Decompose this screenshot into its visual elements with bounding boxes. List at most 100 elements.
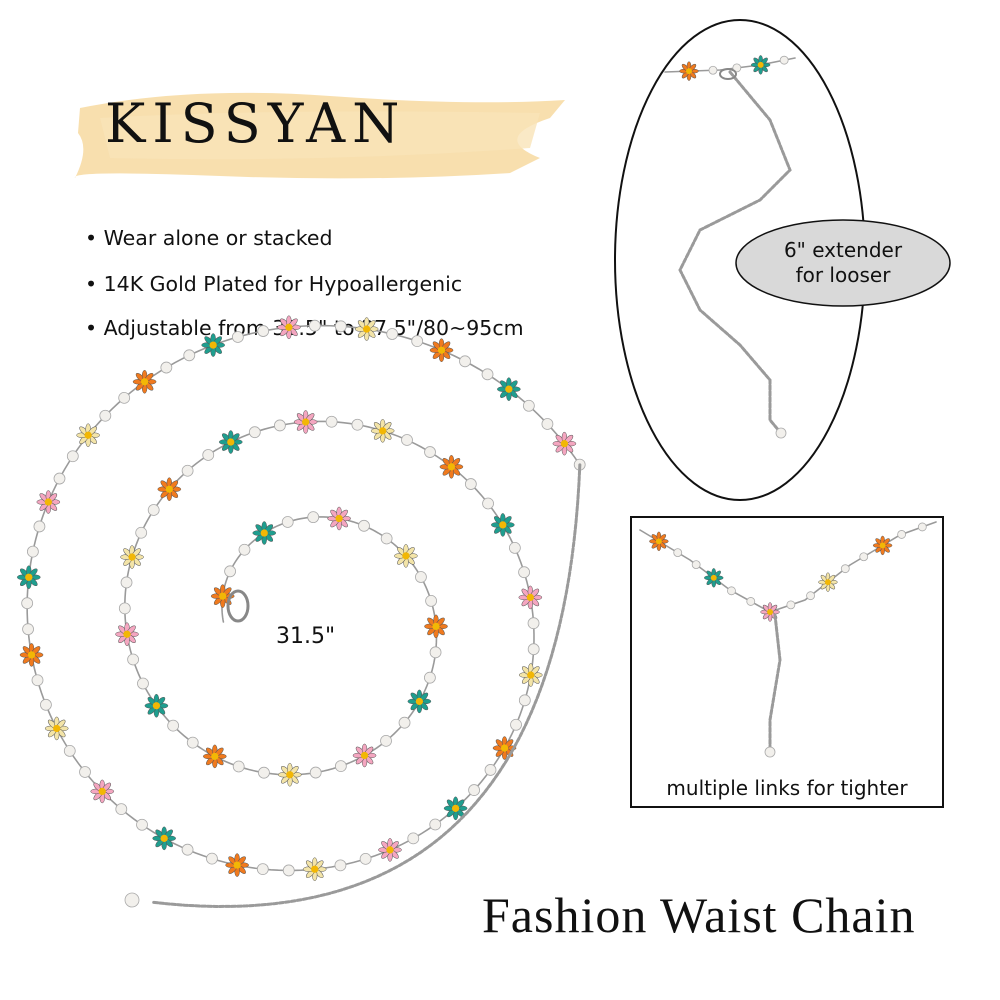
pearl (764, 746, 776, 758)
pearl (673, 548, 683, 558)
pearl (248, 426, 261, 439)
extender-callout-line1: 6" extender (783, 238, 903, 262)
pearl (897, 530, 907, 539)
flower-center (165, 485, 173, 493)
pearl (238, 543, 251, 556)
pearl (257, 325, 270, 337)
pearl (398, 716, 411, 729)
pearl (120, 576, 133, 589)
pearl (917, 522, 927, 532)
flower-center (260, 529, 268, 537)
pearl (53, 472, 66, 485)
pearl (66, 450, 79, 463)
flower-center (363, 325, 371, 333)
pearl (775, 427, 787, 439)
pearl (160, 361, 173, 374)
pearl (282, 864, 295, 877)
pearl (359, 852, 372, 865)
pearl (429, 646, 442, 659)
pearl (135, 526, 148, 539)
flower-center (710, 574, 717, 581)
flower-center (500, 744, 509, 752)
flower-center (311, 865, 319, 873)
pearl (380, 734, 392, 747)
pearl (358, 519, 370, 532)
extender-chain (678, 70, 792, 434)
extender-chain (768, 613, 782, 752)
pearl (26, 545, 39, 558)
flower-center (879, 542, 886, 549)
pearl (137, 677, 149, 690)
flower-center (767, 609, 774, 615)
flower-center (437, 346, 446, 354)
pearl (522, 399, 535, 412)
feature-bullet: • 14K Gold Plated for Hypoallergenic (85, 272, 463, 296)
pearl (541, 418, 554, 430)
pearl (281, 516, 294, 528)
pearl (231, 331, 244, 343)
flower-center (98, 787, 106, 796)
flower-center (227, 438, 235, 446)
flower-center (505, 385, 513, 393)
flower-center (25, 573, 33, 581)
flower-center (360, 751, 369, 760)
flower-center (526, 593, 534, 602)
flower-center (286, 771, 294, 779)
flower-center (44, 498, 52, 506)
pearl (691, 560, 701, 570)
pearl (482, 497, 494, 510)
pearl (167, 719, 180, 732)
pearl (708, 65, 718, 75)
flower-center (285, 323, 293, 331)
pearl (779, 55, 789, 65)
pearl (380, 532, 393, 545)
pearl (334, 760, 347, 773)
feature-bullet: • Wear alone or stacked (85, 226, 333, 250)
pearl (31, 674, 44, 687)
pearl (63, 745, 76, 757)
flower-center (219, 592, 227, 600)
flower-center (152, 702, 161, 710)
pearl (527, 617, 540, 630)
pearl (518, 566, 530, 579)
extender-chain (150, 463, 582, 908)
pearl (325, 415, 338, 428)
flower-center (686, 68, 692, 75)
pearl (786, 600, 796, 610)
product-title: Fashion Waist Chain (482, 887, 916, 943)
pearl (183, 349, 196, 362)
pearl (806, 591, 815, 601)
pearl (79, 766, 91, 778)
tight-callout-text: multiple links for tighter (666, 776, 908, 800)
pearl (727, 586, 736, 596)
pearl (186, 736, 199, 749)
flower-center (27, 651, 36, 659)
flower-center (209, 341, 217, 349)
lobster-clasp (226, 589, 250, 623)
flower-center (53, 724, 61, 733)
pearl (22, 623, 34, 636)
pearl (124, 892, 140, 908)
flower-center (123, 630, 131, 638)
pearl (840, 564, 850, 574)
extender-callout-line2: for looser (795, 263, 891, 287)
flower-center (824, 579, 831, 586)
pearl (407, 832, 420, 845)
pearl (424, 671, 436, 684)
brand-logo: KISSYAN (105, 92, 407, 155)
logo-brush-stroke (74, 92, 565, 179)
pearl (859, 552, 869, 562)
pearl (464, 478, 477, 490)
pearl (309, 766, 322, 779)
flower-center (84, 431, 92, 439)
pearl (527, 643, 540, 656)
pearl (481, 368, 494, 381)
flower-center (757, 61, 764, 68)
chain-length-label: 31.5" (276, 624, 336, 649)
pearl (181, 843, 194, 856)
flower-center (211, 752, 219, 761)
feature-bullet: • Adjustable from 31.5" to 37.5"/80~95cm (85, 316, 524, 340)
flower-center (160, 834, 168, 842)
pearl (510, 718, 522, 731)
